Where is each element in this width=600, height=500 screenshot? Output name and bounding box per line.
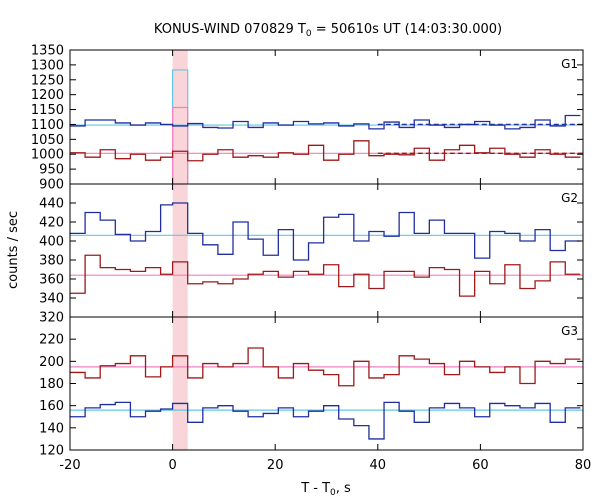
y-tick-label: 1050	[31, 133, 64, 148]
y-tick-label: 1100	[31, 118, 64, 133]
panel-frame	[69, 183, 584, 318]
y-tick-label: 1350	[31, 44, 64, 59]
x-tick-label: 20	[267, 458, 284, 473]
x-tick-label: 80	[575, 458, 592, 473]
panel-g3: 120 140 160 180 200 220 G3	[39, 316, 584, 459]
chart-title: KONUS-WIND 070829 T0 = 50610s UT (14:03:…	[154, 22, 502, 39]
chart-title-main: KONUS-WIND 070829 T	[154, 22, 306, 37]
light-curve-blue	[70, 202, 581, 261]
x-axis-label-rest: , s	[336, 481, 351, 496]
y-tick-label: 220	[39, 333, 64, 348]
y-tick-label: 1200	[31, 88, 64, 103]
light-curve-red	[70, 254, 581, 297]
x-tick-label: -20	[59, 458, 80, 473]
y-tick-label: 200	[39, 355, 64, 370]
x-tick-label: 60	[472, 458, 489, 473]
light-curve-red	[70, 347, 581, 387]
y-tick-label: 400	[39, 235, 64, 250]
panel-g2: 320 340 360 380 400 420 440 G2	[39, 183, 584, 326]
y-tick-label: 900	[39, 178, 64, 193]
highlight-interval-band	[172, 50, 188, 450]
chart-title-rest: = 50610s UT (14:03:30.000)	[312, 22, 502, 37]
y-tick-label: 120	[39, 444, 64, 459]
y-tick-label: 380	[39, 254, 64, 269]
panel-frame	[69, 49, 584, 185]
y-tick-label: 1150	[31, 103, 64, 118]
y-tick-label: 950	[39, 163, 64, 178]
x-axis-label-main: T - T	[300, 481, 330, 496]
y-tick-label: 320	[39, 311, 64, 326]
light-curve-blue	[70, 401, 581, 440]
y-tick-label: 1250	[31, 73, 64, 88]
y-axis-label: counts / sec	[6, 211, 21, 289]
x-axis-label: T - T0, s	[300, 481, 351, 498]
x-tick-label: 0	[168, 458, 176, 473]
y-tick-label: 440	[39, 197, 64, 212]
y-tick-label: 340	[39, 292, 64, 307]
panel-frame	[69, 316, 584, 451]
plot-area: 90095010001050110011501200125013001350G1…	[31, 44, 591, 474]
panel-label: G2	[561, 191, 578, 205]
y-tick-label: 180	[39, 377, 64, 392]
light-curve-blue	[70, 114, 581, 130]
y-tick-label: 1300	[31, 58, 64, 73]
y-tick-label: 140	[39, 421, 64, 436]
y-tick-label: 420	[39, 216, 64, 231]
x-tick-label: 40	[370, 458, 387, 473]
y-tick-label: 360	[39, 273, 64, 288]
y-tick-label: 160	[39, 399, 64, 414]
panel-label: G1	[561, 57, 578, 71]
chart-title-subscript: 0	[306, 29, 312, 39]
panel-label: G3	[561, 324, 578, 338]
highlight-bin-pink	[172, 106, 189, 184]
x-axis-label-subscript: 0	[330, 488, 336, 498]
light-curve-red	[70, 140, 581, 162]
y-tick-label: 1000	[31, 148, 64, 163]
